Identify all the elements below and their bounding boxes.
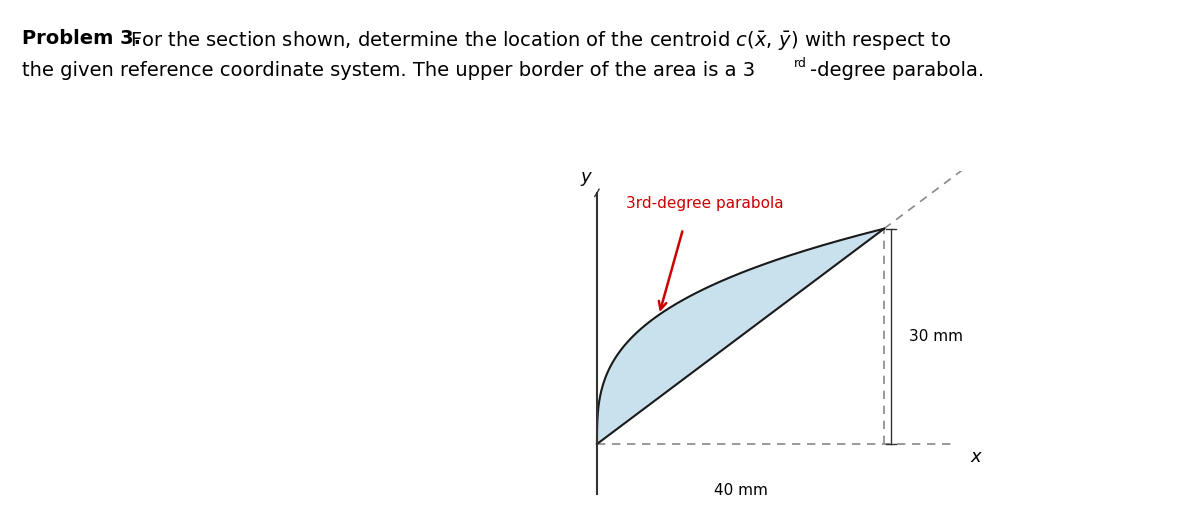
Text: 40 mm: 40 mm — [714, 483, 768, 498]
Text: 30 mm: 30 mm — [910, 329, 964, 344]
Text: y: y — [581, 168, 592, 186]
Text: the given reference coordinate system. The upper border of the area is a 3: the given reference coordinate system. T… — [22, 61, 755, 80]
Polygon shape — [596, 229, 884, 444]
Text: x: x — [971, 447, 980, 466]
Text: For the section shown, determine the location of the centroid $c(\bar{x},\,\bar{: For the section shown, determine the loc… — [130, 29, 952, 52]
Text: rd: rd — [794, 57, 806, 70]
Text: -degree parabola.: -degree parabola. — [810, 61, 984, 80]
Text: Problem 3.: Problem 3. — [22, 29, 142, 48]
Text: 3rd-degree parabola: 3rd-degree parabola — [625, 196, 784, 211]
